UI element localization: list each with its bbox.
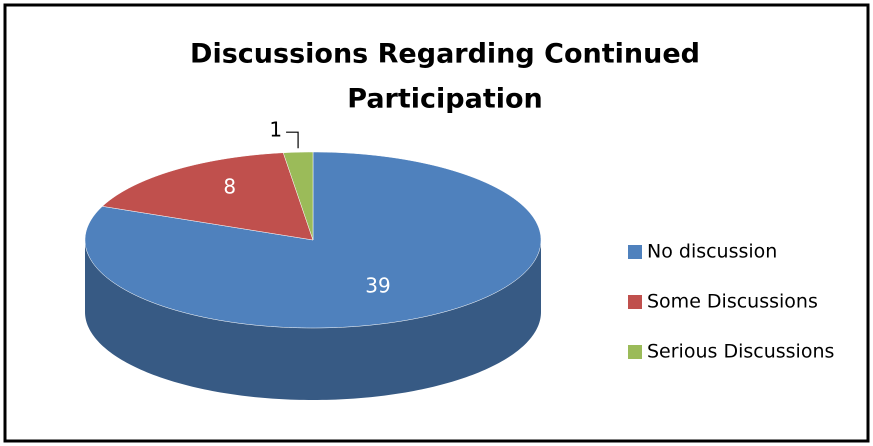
data-label: 8 (223, 175, 236, 199)
chart-title-line: Participation (347, 84, 543, 115)
pie-slice (101, 152, 314, 241)
legend-label: Some Discussions (647, 291, 818, 313)
pie-side (85, 240, 541, 400)
data-label: 39 (365, 274, 390, 298)
legend-label: No discussion (647, 241, 777, 263)
legend-swatch (628, 245, 642, 259)
leader-line (286, 131, 299, 149)
chart-title-line: Discussions Regarding Continued (190, 39, 700, 70)
data-label: 1 (269, 118, 282, 142)
pie-slice (282, 151, 314, 241)
legend-swatch (628, 295, 642, 309)
legend-swatch (628, 345, 642, 359)
legend-label: Serious Discussions (647, 341, 834, 363)
